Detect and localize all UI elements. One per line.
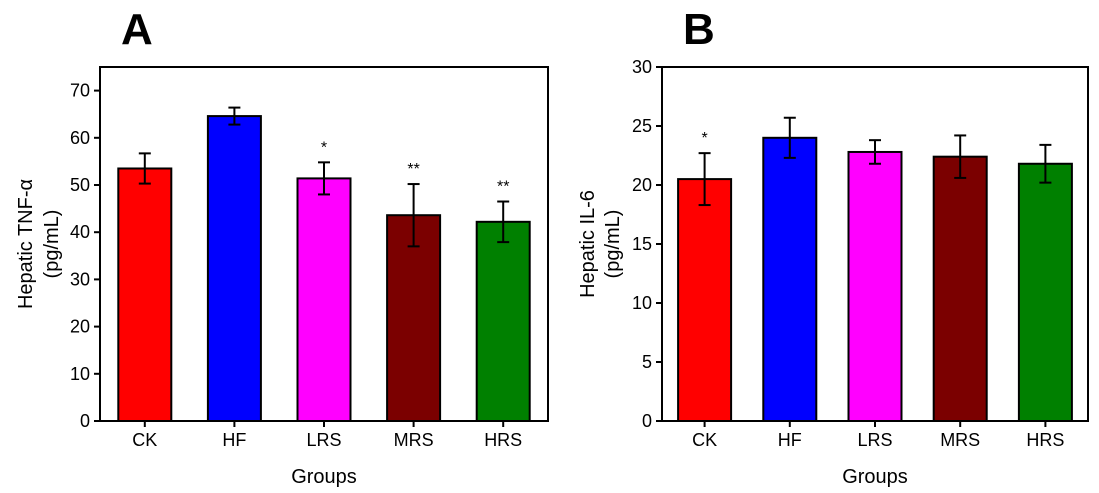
bar-mrs [386, 214, 442, 422]
panel-letter: B [683, 5, 715, 54]
error-bar-mrs [954, 134, 967, 179]
bar-lrs [847, 150, 903, 423]
y-tick-label: 30 [70, 269, 90, 289]
x-tick-label: HF [778, 430, 802, 450]
y-tick-label: 70 [70, 81, 90, 101]
y-tick-label: 20 [632, 175, 652, 195]
error-bar-mrs [407, 183, 420, 248]
significance-label: ** [407, 161, 419, 178]
error-bar-hf [783, 116, 796, 159]
bar-hrs [1017, 162, 1073, 422]
x-tick-label: CK [132, 430, 157, 450]
error-bar-hf [228, 106, 241, 126]
error-bar-hrs [497, 200, 510, 244]
y-tick-label: 0 [642, 411, 652, 431]
chart-panel-b: B * CK HF LRS MRS HRS 0 5 10 15 20 25 30 Groups Hepatic… [577, 5, 1089, 488]
y-tick-label: 0 [80, 411, 90, 431]
y-tick-label: 10 [632, 293, 652, 313]
x-tick-label: CK [692, 430, 717, 450]
error-bar-ck [698, 152, 711, 207]
significance-label: * [321, 139, 327, 156]
bar-ck [677, 178, 733, 422]
significance-label: * [701, 130, 707, 147]
error-bar-ck [138, 152, 151, 185]
x-tick-label: LRS [306, 430, 341, 450]
x-axis-label: Groups [291, 466, 357, 488]
bar-hrs [475, 220, 531, 422]
x-tick-label: HRS [484, 430, 522, 450]
y-axis-label: Hepatic IL-6 [577, 190, 599, 298]
significance-label: ** [497, 179, 509, 196]
y-axis-label-units: (pg/mL) [41, 210, 63, 279]
chart-panel-a: A CK HF * LRS ** MRS ** HRS 0 10 20 30 40 50 60 70 Groups… [15, 5, 549, 488]
y-tick-label: 20 [70, 317, 90, 337]
y-tick-label: 60 [70, 128, 90, 148]
bar-hf [762, 136, 818, 423]
x-tick-label: MRS [940, 430, 980, 450]
y-tick-label: 50 [70, 175, 90, 195]
y-tick-label: 10 [70, 364, 90, 384]
x-tick-label: HRS [1026, 430, 1064, 450]
error-bar-lrs [318, 161, 330, 196]
y-tick-label: 5 [642, 352, 652, 372]
bar-lrs [296, 177, 352, 422]
bar-ck [117, 167, 173, 422]
x-tick-label: HF [222, 430, 246, 450]
x-tick-label: LRS [857, 430, 892, 450]
plot-frame [99, 66, 549, 422]
x-axis-label: Groups [842, 466, 908, 488]
y-tick-label: 25 [632, 116, 652, 136]
y-tick-label: 30 [632, 57, 652, 77]
bar-mrs [932, 155, 988, 422]
y-axis-label: Hepatic TNF-α [15, 179, 37, 309]
x-tick-label: MRS [394, 430, 434, 450]
y-axis-label-units: (pg/mL) [602, 210, 624, 279]
error-bar-hrs [1039, 143, 1052, 184]
error-bar-lrs [869, 139, 881, 165]
bar-hf [206, 115, 262, 422]
panel-letter: A [121, 5, 153, 54]
y-tick-label: 15 [632, 234, 652, 254]
y-tick-label: 40 [70, 222, 90, 242]
